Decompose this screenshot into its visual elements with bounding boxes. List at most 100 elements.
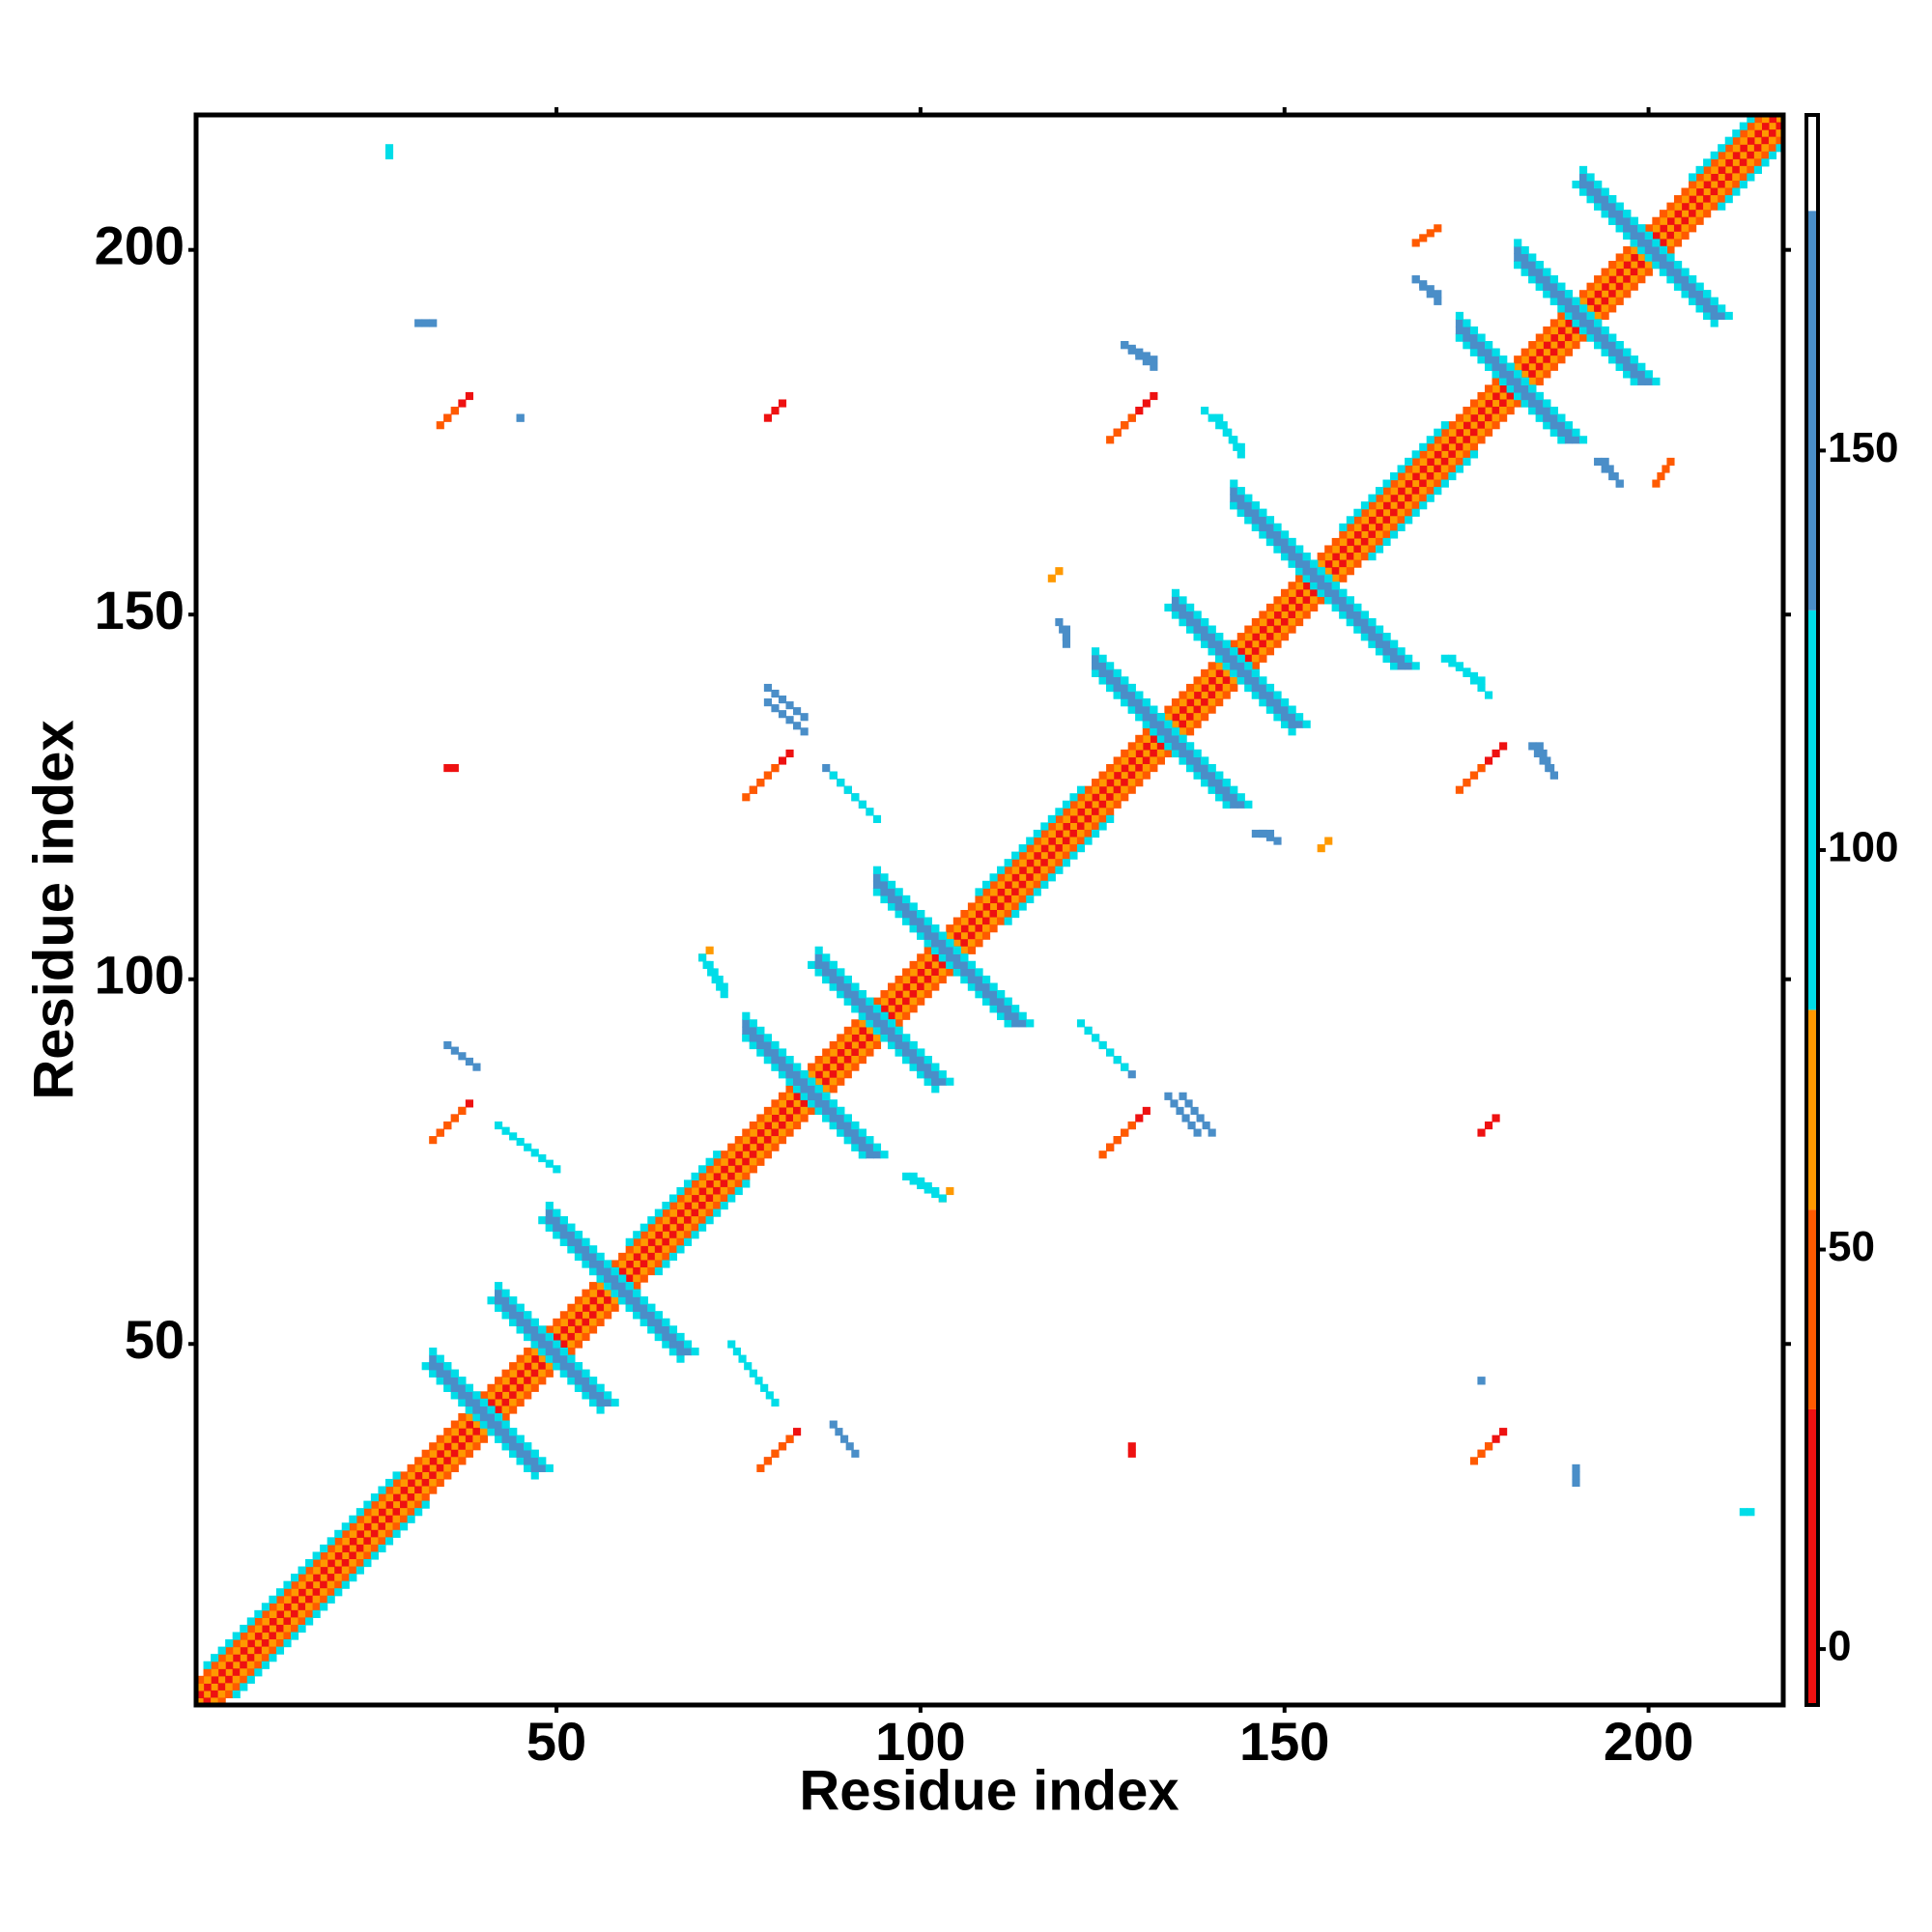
heatmap-cell: [683, 1231, 693, 1239]
heatmap-cell: [1317, 553, 1325, 561]
heatmap-cell: [1098, 1040, 1107, 1050]
heatmap-cell: [1251, 662, 1260, 670]
heatmap-cell: [1215, 771, 1224, 780]
heatmap-cell: [967, 946, 977, 954]
heatmap-cell: [742, 1151, 751, 1159]
heatmap-cell: [1434, 436, 1442, 444]
heatmap-cell: [1578, 326, 1588, 335]
heatmap-cell: [1280, 603, 1290, 612]
heatmap-cell: [1644, 370, 1653, 379]
heatmap-cell: [1288, 713, 1296, 722]
heatmap-cell: [538, 1377, 547, 1385]
heatmap-cell: [1549, 333, 1558, 342]
heatmap-cell: [1528, 391, 1537, 401]
heatmap-cell: [858, 1056, 867, 1065]
heatmap-cell: [1594, 282, 1603, 291]
heatmap-cell: [1644, 268, 1653, 276]
heatmap-cell: [698, 1208, 707, 1217]
heatmap-cell: [1557, 355, 1566, 364]
heatmap-cell: [713, 1151, 722, 1159]
heatmap-cell: [1185, 720, 1195, 728]
heatmap-cell: [676, 1340, 685, 1349]
heatmap-cell: [1295, 603, 1304, 612]
heatmap-cell: [1739, 151, 1747, 159]
heatmap-cell: [1543, 333, 1551, 342]
heatmap-cell: [1594, 297, 1603, 305]
heatmap-cell: [524, 1354, 532, 1363]
heatmap-cell: [1514, 355, 1522, 364]
heatmap-cell: [196, 1690, 205, 1699]
heatmap-cell: [1201, 617, 1209, 627]
heatmap-cell: [1761, 151, 1770, 159]
heatmap-cell: [771, 1040, 780, 1050]
heatmap-cell: [1535, 362, 1544, 371]
heatmap-cell: [1233, 442, 1241, 451]
heatmap-cell: [320, 1588, 328, 1597]
heatmap-cell: [676, 1194, 685, 1203]
heatmap-cell: [1768, 129, 1777, 138]
heatmap-cell: [1259, 508, 1267, 517]
heatmap-cell: [1659, 245, 1668, 255]
heatmap-cell: [1368, 553, 1377, 561]
heatmap-cell: [298, 1588, 306, 1597]
heatmap-cell: [1564, 333, 1574, 342]
heatmap-cell: [1463, 326, 1471, 335]
heatmap-cell: [1594, 333, 1603, 342]
heatmap-cell: [1339, 611, 1348, 619]
heatmap-cell: [1747, 136, 1755, 145]
heatmap-cell: [246, 1624, 255, 1634]
heatmap-cell: [1543, 421, 1551, 430]
heatmap-cell: [407, 1478, 415, 1488]
heatmap-cell: [604, 1398, 612, 1407]
heatmap-cell: [1208, 1128, 1216, 1137]
heatmap-cell: [1564, 304, 1574, 313]
heatmap-cell: [327, 1580, 335, 1589]
heatmap-cell: [320, 1580, 328, 1589]
heatmap-cell: [1224, 428, 1233, 437]
heatmap-cell: [1055, 844, 1064, 853]
heatmap-cell: [1150, 763, 1158, 773]
heatmap-cell: [1469, 1457, 1479, 1465]
heatmap-cell: [1586, 173, 1595, 182]
heatmap-cell: [1127, 749, 1136, 758]
heatmap-cell: [1208, 413, 1216, 422]
heatmap-cell: [1703, 210, 1712, 218]
heatmap-cell: [1673, 231, 1683, 240]
heatmap-cell: [524, 1325, 532, 1334]
heatmap-cell: [1630, 253, 1638, 262]
heatmap-cell: [1273, 713, 1282, 722]
heatmap-cell: [269, 1595, 277, 1604]
heatmap-cell: [1405, 494, 1413, 502]
heatmap-cell: [1615, 268, 1624, 276]
heatmap-cell: [1106, 793, 1115, 802]
heatmap-cell: [1469, 428, 1479, 437]
heatmap-cell: [1346, 545, 1354, 554]
heatmap-cell: [814, 953, 823, 962]
heatmap-cell: [254, 1639, 263, 1648]
heatmap-cell: [1499, 391, 1508, 401]
heatmap-cell: [1397, 516, 1406, 525]
heatmap-cell: [683, 1216, 693, 1225]
heatmap-cell: [487, 1296, 496, 1305]
heatmap-cell: [611, 1289, 619, 1297]
heatmap-cell: [1368, 625, 1377, 634]
heatmap-cell: [917, 982, 925, 991]
heatmap-cell: [1076, 785, 1086, 794]
heatmap-cell: [436, 1449, 444, 1458]
heatmap-cell: [793, 1114, 802, 1122]
heatmap-cell: [1703, 202, 1712, 211]
heatmap-cell: [931, 975, 940, 984]
heatmap-cell: [975, 931, 983, 940]
heatmap-cell: [1135, 407, 1144, 415]
heatmap-cell: [1127, 1442, 1136, 1451]
heatmap-cell: [1295, 559, 1304, 568]
heatmap-cell: [1397, 508, 1406, 517]
heatmap-cell: [1689, 297, 1697, 305]
heatmap-cell: [1601, 465, 1609, 473]
heatmap-cell: [713, 1172, 722, 1180]
heatmap-cell: [501, 1420, 510, 1429]
heatmap-cell: [246, 1668, 255, 1677]
heatmap-cell: [829, 960, 838, 970]
heatmap-cell: [1768, 144, 1777, 153]
heatmap-cell: [866, 1040, 874, 1050]
